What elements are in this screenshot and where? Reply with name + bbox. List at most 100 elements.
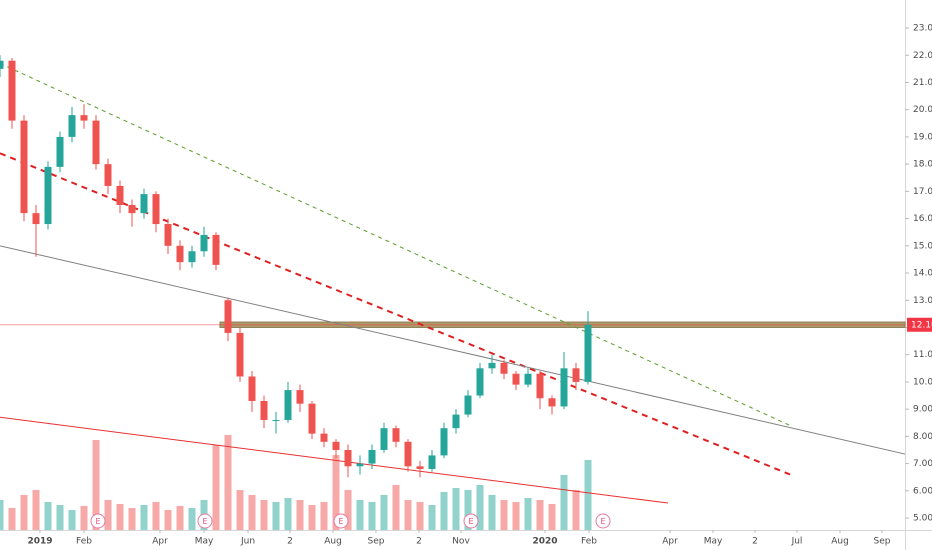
- candle-body: [176, 245, 184, 263]
- volume-bar: [536, 500, 544, 530]
- volume-bar: [488, 495, 496, 530]
- x-tick-label: Aug: [324, 537, 342, 547]
- volume-bar: [140, 505, 148, 530]
- x-tick-label: Nov: [452, 537, 470, 547]
- candle-body: [116, 185, 124, 205]
- last-price-label: 12.10: [911, 320, 932, 330]
- y-tick-label: 5.00: [913, 514, 932, 524]
- y-tick-label: 11.00: [913, 350, 932, 360]
- candle-body: [200, 234, 208, 252]
- volume-bar: [464, 490, 472, 530]
- volume-bar: [80, 506, 88, 530]
- earnings-label: E: [468, 517, 473, 526]
- candle-body: [488, 362, 496, 369]
- trend-line: [0, 245, 906, 455]
- y-tick-label: 17.00: [913, 187, 932, 197]
- candle-body: [332, 441, 340, 450]
- candle-body: [380, 428, 388, 450]
- x-tick-label: Jun: [240, 537, 255, 547]
- trend-line: [0, 62, 791, 426]
- y-tick-label: 13.00: [913, 296, 932, 306]
- candle-body: [236, 332, 244, 377]
- volume-bar: [500, 500, 508, 530]
- earnings-label: E: [202, 517, 207, 526]
- y-tick-label: 9.00: [913, 405, 932, 415]
- volume-bar: [0, 500, 4, 530]
- trend-line: [0, 416, 669, 504]
- volume-bar: [428, 505, 436, 530]
- volume-bar: [548, 504, 556, 530]
- volume-bar: [284, 498, 292, 530]
- y-tick-label: 18.00: [913, 160, 932, 170]
- volume-bar: [128, 508, 136, 530]
- y-tick-label: 16.00: [913, 214, 932, 224]
- candle-body: [428, 455, 436, 470]
- candle-body: [452, 414, 460, 429]
- candle-body: [560, 368, 568, 407]
- candle-body: [584, 324, 592, 382]
- volume-bar: [44, 502, 52, 530]
- candle-body: [164, 224, 172, 246]
- volume-bar: [584, 460, 592, 530]
- volume-bar: [92, 440, 100, 530]
- candle-body: [68, 115, 76, 137]
- candle-body: [152, 194, 160, 225]
- volume-bar: [440, 492, 448, 530]
- candle-body: [572, 368, 580, 382]
- volume-bar: [320, 502, 328, 530]
- x-tick-label: May: [704, 537, 723, 547]
- volume-bar: [392, 485, 400, 530]
- candle-body: [476, 368, 484, 396]
- volume-bar: [356, 500, 364, 530]
- volume-bar: [164, 510, 172, 530]
- candle-body: [260, 400, 268, 421]
- candle-body: [32, 213, 40, 225]
- volume-bar: [188, 508, 196, 530]
- volume-bar: [20, 495, 28, 530]
- candle-body: [512, 373, 520, 385]
- candle-body: [416, 466, 424, 470]
- x-tick-label: Apr: [662, 537, 678, 547]
- earnings-marker: [197, 513, 213, 529]
- volume-bar: [308, 505, 316, 530]
- volume-bar: [272, 502, 280, 530]
- y-tick-label: 21.00: [913, 78, 932, 88]
- volume-bar: [68, 510, 76, 530]
- volume-bar: [416, 502, 424, 530]
- candle-body: [188, 251, 196, 263]
- earnings-marker: [90, 513, 106, 529]
- candle-body: [368, 449, 376, 464]
- volume-bar: [476, 485, 484, 530]
- candle-body: [548, 398, 556, 407]
- y-tick-label: 8.00: [913, 432, 932, 442]
- x-tick-label: May: [195, 537, 214, 547]
- candle-body: [104, 164, 112, 186]
- candle-body: [464, 395, 472, 415]
- candle-body: [392, 428, 400, 442]
- volume-bar: [260, 500, 268, 530]
- y-tick-label: 20.00: [913, 105, 932, 115]
- candle-body: [344, 449, 352, 467]
- candle-body: [284, 390, 292, 421]
- volume-bar: [296, 500, 304, 530]
- last-price-badge: [907, 317, 932, 332]
- volume-bar: [116, 504, 124, 530]
- x-tick-label: 2: [287, 537, 293, 547]
- candle-body: [296, 390, 304, 404]
- candle-body: [128, 204, 136, 214]
- y-tick-label: 19.00: [913, 132, 932, 142]
- candle-body: [320, 433, 328, 442]
- earnings-label: E: [600, 517, 605, 526]
- volume-bar: [56, 505, 64, 530]
- candle-body: [536, 373, 544, 399]
- x-tick-label: Sep: [874, 537, 891, 547]
- volume-bar: [224, 435, 232, 530]
- volume-bar: [368, 502, 376, 530]
- candle-body: [0, 60, 4, 69]
- candle-body: [356, 463, 364, 467]
- candle-body: [248, 376, 256, 401]
- candle-body: [80, 115, 88, 121]
- volume-bar: [512, 502, 520, 530]
